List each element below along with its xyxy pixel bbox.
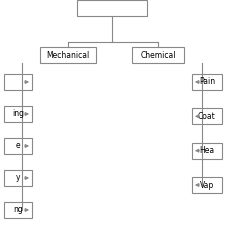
Bar <box>4 202 32 218</box>
Bar <box>192 177 222 193</box>
Text: e: e <box>16 142 20 151</box>
Bar <box>132 47 184 63</box>
Text: y: y <box>16 173 20 182</box>
Text: Vap: Vap <box>200 180 214 189</box>
Text: Coat: Coat <box>198 112 216 121</box>
Bar <box>40 47 96 63</box>
Text: ng: ng <box>13 205 23 214</box>
Bar <box>4 138 32 154</box>
Bar <box>4 170 32 186</box>
Text: Chemical: Chemical <box>140 50 176 59</box>
Bar <box>192 108 222 124</box>
Text: ing: ing <box>12 110 24 119</box>
Text: Mechanical: Mechanical <box>46 50 90 59</box>
Bar <box>192 74 222 90</box>
Bar <box>192 143 222 159</box>
Bar <box>4 74 32 90</box>
Text: Hea: Hea <box>199 146 215 155</box>
Bar <box>4 106 32 122</box>
Bar <box>77 0 147 16</box>
Text: Pain: Pain <box>199 77 215 86</box>
